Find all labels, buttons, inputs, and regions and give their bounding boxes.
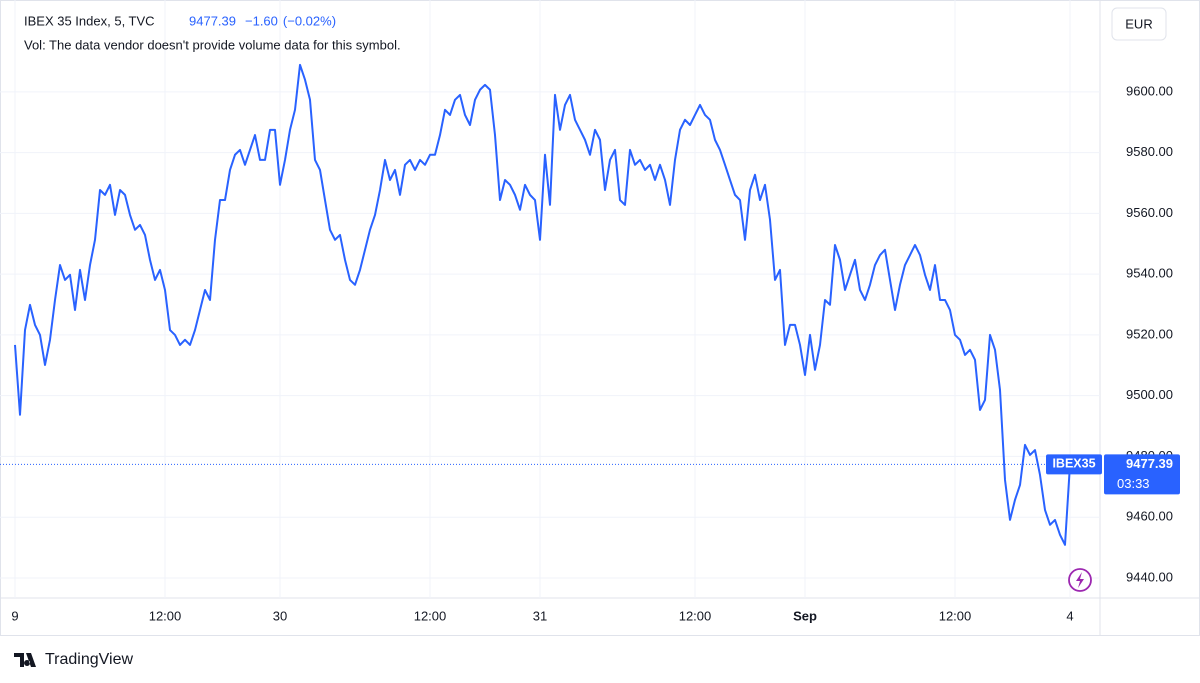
y-tick-label: 9520.00 xyxy=(1126,326,1173,341)
plot xyxy=(0,63,1100,546)
brand-mark[interactable] xyxy=(14,653,36,667)
countdown: 03:33 xyxy=(1117,476,1150,491)
currency-button[interactable]: EUR xyxy=(1111,7,1167,41)
x-tick-label: 30 xyxy=(273,608,287,623)
y-tick-label: 9440.00 xyxy=(1126,569,1173,584)
alert-icon[interactable] xyxy=(1068,568,1092,592)
x-tick-label: 12:00 xyxy=(679,608,712,623)
brand-name[interactable]: TradingView xyxy=(45,651,133,668)
y-tick-label: 9560.00 xyxy=(1126,205,1173,220)
price-badge-value: 9477.39 xyxy=(1126,456,1173,471)
x-tick-label: 12:00 xyxy=(149,608,182,623)
axes: 9440.009460.009480.009500.009520.009540.… xyxy=(11,83,1180,623)
y-tick-label: 9500.00 xyxy=(1126,387,1173,402)
symbol-badge-label: IBEX35 xyxy=(1052,457,1095,471)
currency-button-box[interactable] xyxy=(1111,7,1167,41)
currency-label[interactable]: EUR xyxy=(1125,16,1152,31)
y-tick-label: 9580.00 xyxy=(1126,144,1173,159)
x-tick-label: 4 xyxy=(1066,608,1073,623)
x-tick-label: Sep xyxy=(793,608,817,623)
x-tick-label: 12:00 xyxy=(939,608,972,623)
price-change-percent: (−0.02%) xyxy=(283,13,336,28)
y-tick-label: 9540.00 xyxy=(1126,266,1173,281)
brand-logo[interactable]: TradingView xyxy=(14,651,133,668)
chart-frame xyxy=(0,0,1200,636)
x-tick-label: 31 xyxy=(533,608,547,623)
symbol-title: IBEX 35 Index, 5, TVC xyxy=(24,13,155,28)
x-tick-label: 9 xyxy=(11,608,18,623)
price-badge xyxy=(1104,454,1180,495)
price-change: −1.60 xyxy=(245,13,278,28)
symbol-badge xyxy=(1046,454,1102,475)
grid xyxy=(0,0,1100,598)
price-line xyxy=(14,63,1071,546)
volume-note: Vol: The data vendor doesn't provide vol… xyxy=(24,37,401,52)
y-tick-label: 9460.00 xyxy=(1126,509,1173,524)
alert-bolt[interactable] xyxy=(1076,572,1084,588)
x-tick-label: 12:00 xyxy=(414,608,447,623)
y-tick-label: 9600.00 xyxy=(1126,83,1173,98)
last-price: 9477.39 xyxy=(189,13,236,28)
